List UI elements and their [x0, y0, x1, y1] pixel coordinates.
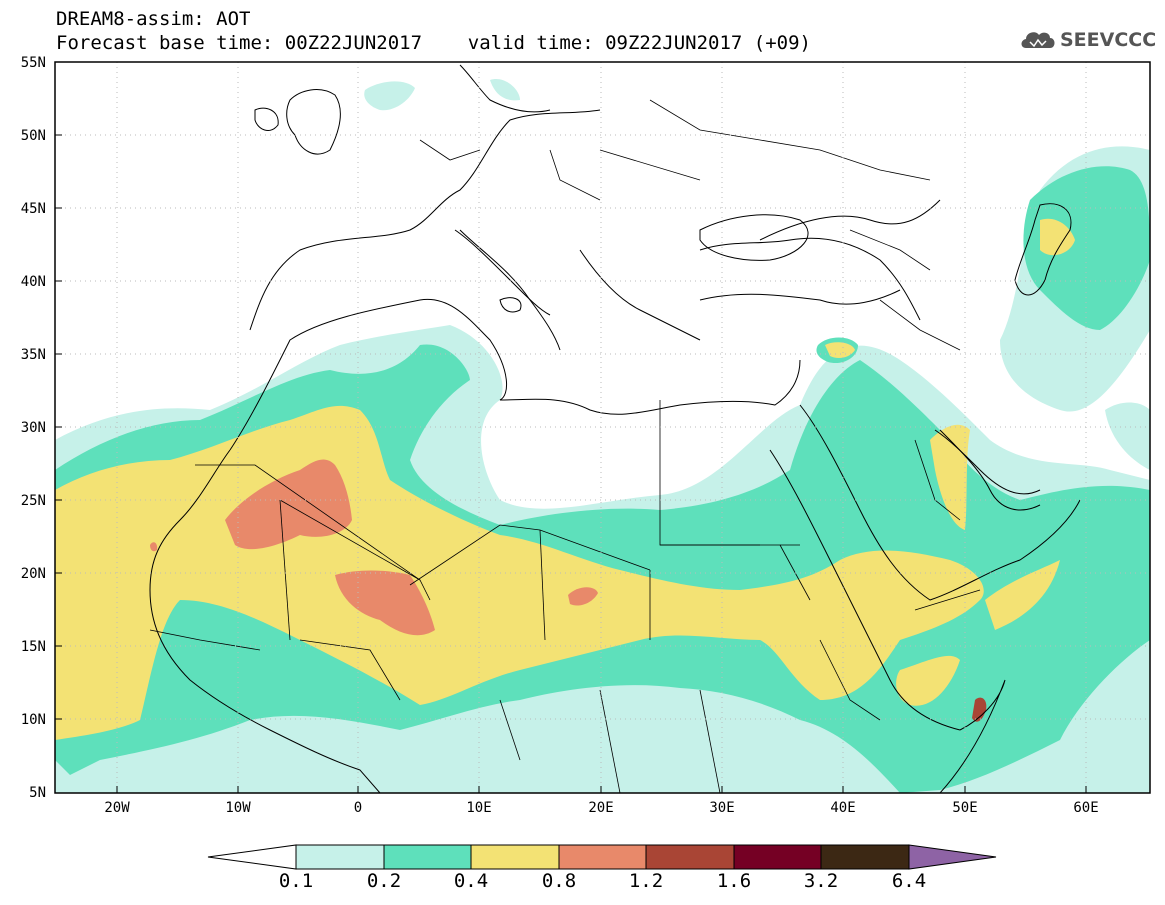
colorbar-swatch-6: [733, 844, 822, 870]
lon-label: 10E: [466, 800, 492, 816]
colorbar-label: 1.6: [716, 870, 752, 892]
map-subtitle: Forecast base time: 00Z22JUN2017 valid t…: [56, 32, 811, 54]
seevccc-logo: SEEVCCC: [1018, 26, 1158, 56]
lat-label: 10N: [20, 712, 46, 728]
lat-label: 55N: [20, 55, 46, 71]
lon-label: 60E: [1073, 800, 1099, 816]
colorbar-label: 3.2: [803, 870, 839, 892]
lat-label: 45N: [20, 201, 46, 217]
lat-label: 25N: [20, 493, 46, 509]
map-title: DREAM8-assim: AOT: [56, 8, 251, 30]
aot-band-1.2-1.6: [972, 697, 987, 722]
colorbar-label: 0.8: [541, 870, 577, 892]
lat-label: 35N: [20, 347, 46, 363]
colorbar-label: 1.2: [628, 870, 664, 892]
lat-label: 5N: [29, 785, 46, 801]
cloud-icon: [1021, 32, 1055, 48]
colorbar-swatch-1: [295, 844, 385, 870]
lat-label: 50N: [20, 128, 46, 144]
logo-text: SEEVCCC: [1060, 29, 1157, 51]
borders: [149, 99, 981, 793]
lat-label: 15N: [20, 639, 46, 655]
gridlines: [55, 62, 1150, 793]
colorbar-label: 6.4: [891, 870, 927, 892]
aot-band-0.8-1.2: [150, 459, 598, 636]
lon-label: 20E: [588, 800, 614, 816]
lon-label: 40E: [830, 800, 856, 816]
axis-ticks: [55, 61, 1087, 794]
coastlines: [149, 64, 1081, 793]
colorbar-label: 0.1: [278, 870, 314, 892]
colorbar-swatch-3: [470, 844, 560, 870]
lon-label: 30E: [709, 800, 735, 816]
lon-label: 0: [353, 800, 363, 816]
lat-label: 40N: [20, 274, 46, 290]
lat-label: 20N: [20, 566, 46, 582]
colorbar: [207, 844, 997, 870]
colorbar-label: 0.2: [366, 870, 402, 892]
colorbar-swatch-4: [558, 844, 647, 870]
lat-label: 30N: [20, 420, 46, 436]
colorbar-swatch-5: [645, 844, 735, 870]
lon-label: 10W: [225, 800, 251, 816]
colorbar-over-triangle: [908, 844, 997, 870]
colorbar-under-triangle: [207, 844, 297, 870]
lon-label: 20W: [104, 800, 130, 816]
colorbar-swatch-7: [820, 844, 910, 870]
lon-label: 50E: [952, 800, 978, 816]
colorbar-swatch-2: [383, 844, 472, 870]
colorbar-label: 0.4: [453, 870, 489, 892]
